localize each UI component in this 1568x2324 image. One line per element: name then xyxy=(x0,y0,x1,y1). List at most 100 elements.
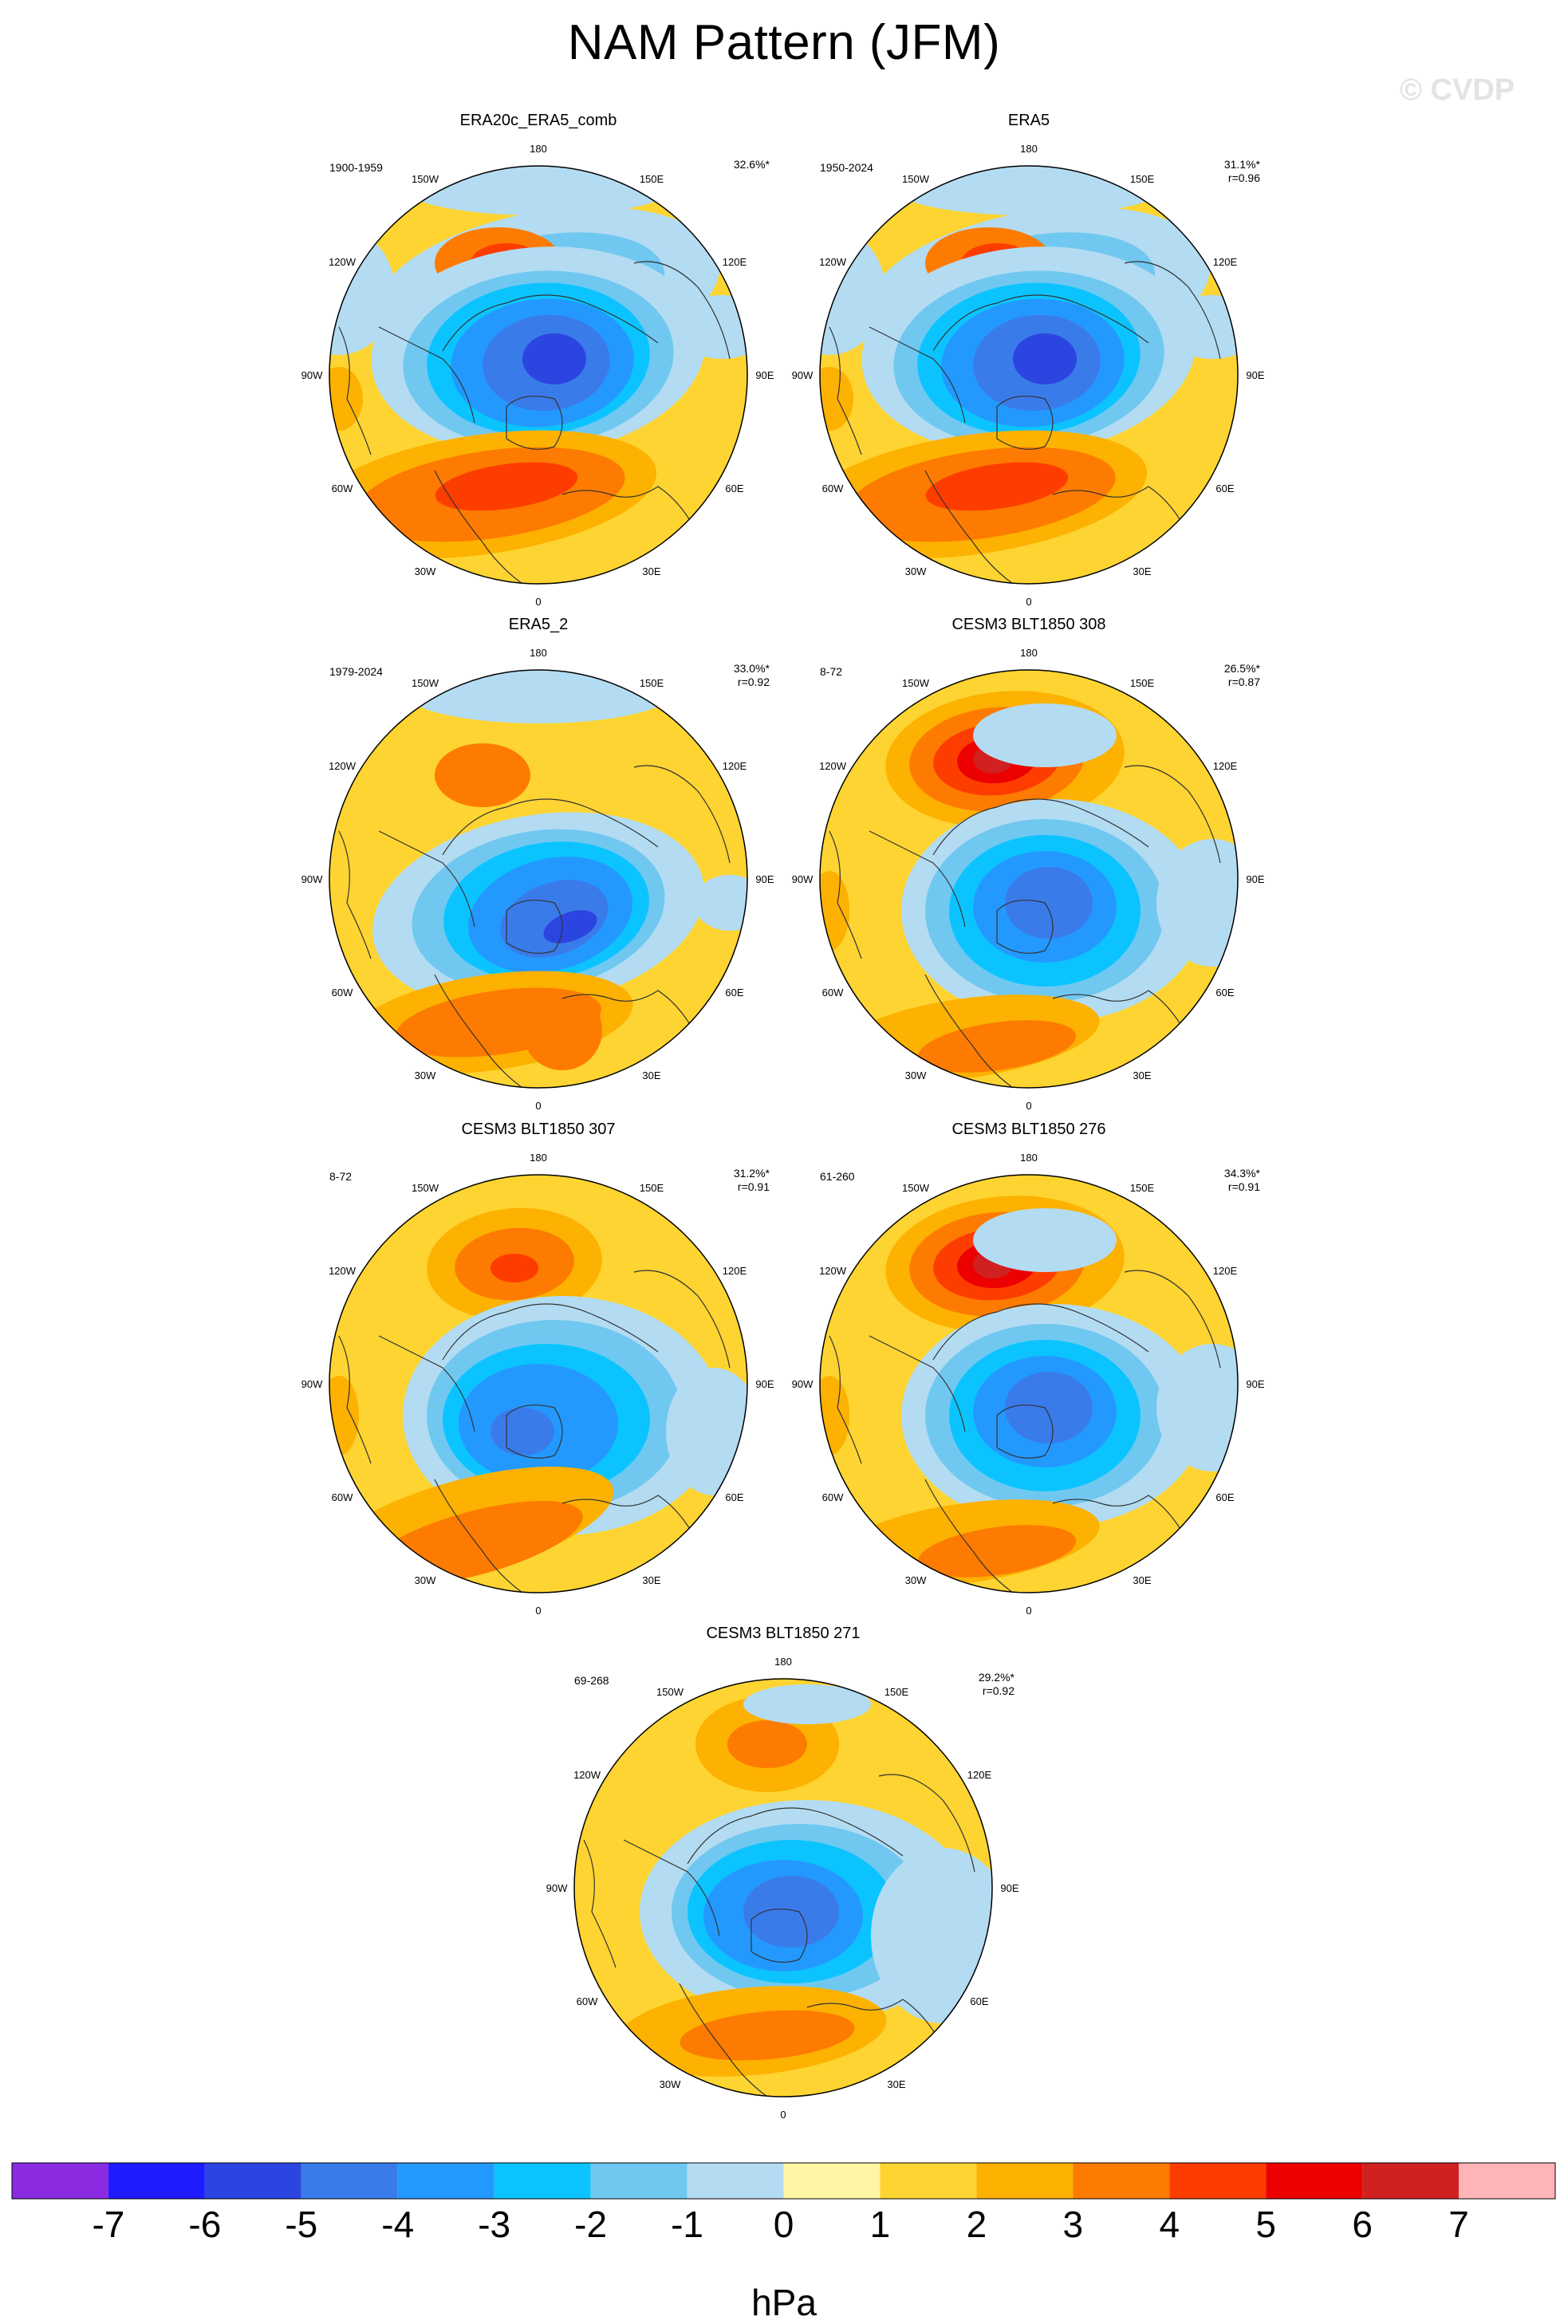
longitude-label: 150E xyxy=(884,1686,909,1698)
coastline xyxy=(1124,765,1221,864)
coastline xyxy=(434,470,523,584)
panel-variance-pct: 32.6%* xyxy=(733,158,770,171)
colorbar-tick-label: -3 xyxy=(478,2204,510,2245)
contour-region xyxy=(490,1254,538,1282)
longitude-label: 150E xyxy=(640,677,664,689)
longitude-label: 60E xyxy=(1215,483,1234,494)
longitude-label: 0 xyxy=(535,1605,541,1615)
coastline xyxy=(633,765,731,864)
longitude-label: 30E xyxy=(642,1069,660,1081)
longitude-label: 150W xyxy=(902,1182,930,1194)
colorbar-swatch xyxy=(397,2163,494,2199)
longitude-label: 150E xyxy=(640,173,664,185)
longitude-label: 60W xyxy=(332,1491,353,1503)
coastline xyxy=(338,1335,372,1464)
colorbar-tick-label: 0 xyxy=(774,2204,794,2245)
longitude-label: 60W xyxy=(822,1491,844,1503)
map-panel: ERA5 1950-2024 31.1%* r=0.96 180 150E 120E 90E 6… xyxy=(734,112,1468,606)
panel-variance-pct: 34.3%* xyxy=(1223,1167,1260,1180)
longitude-label: 150E xyxy=(1130,1182,1155,1194)
longitude-label: 30E xyxy=(1133,1574,1151,1586)
longitude-label: 60E xyxy=(725,483,743,494)
longitude-label: 30W xyxy=(905,1574,927,1586)
contour-region xyxy=(522,991,602,1070)
panel-years: 1900-1959 xyxy=(329,161,383,174)
page-title: NAM Pattern (JFM) xyxy=(567,15,1001,70)
longitude-label: 90E xyxy=(755,1378,774,1390)
colorbar-swatch xyxy=(494,2163,591,2199)
longitude-label: 120E xyxy=(967,1769,992,1781)
polar-map: 180 150E 120E 90E 60E 30E 0 30W 60W 90W 120W 150W xyxy=(792,1152,1265,1615)
contour-region xyxy=(1005,867,1093,939)
contour-region xyxy=(329,1376,359,1455)
colorbar-swatch xyxy=(108,2163,205,2199)
map-border xyxy=(819,165,1239,585)
colorbar-tick-label: 7 xyxy=(1448,2204,1469,2245)
coastline xyxy=(506,1404,563,1459)
coastline xyxy=(378,830,475,928)
contour-region xyxy=(1156,839,1238,967)
coastline xyxy=(1052,486,1189,535)
colorbar-tick-label: 5 xyxy=(1255,2204,1276,2245)
panel-years: 69-268 xyxy=(574,1674,609,1687)
panel-title: ERA5 xyxy=(1007,112,1050,129)
polar-map: 180 150E 120E 90E 60E 30E 0 30W 60W 90W 120W 150W xyxy=(301,647,774,1110)
longitude-label: 180 xyxy=(530,1152,547,1164)
longitude-label: 60W xyxy=(822,483,844,494)
longitude-label: 30W xyxy=(415,1069,436,1081)
coastline xyxy=(869,1335,966,1432)
longitude-label: 120W xyxy=(819,1265,847,1277)
longitude-label: 150E xyxy=(1130,173,1155,185)
coastline xyxy=(829,326,862,455)
coastline xyxy=(442,294,659,352)
contour-region xyxy=(403,670,674,723)
coastline xyxy=(442,1303,659,1361)
coastline xyxy=(687,1807,904,1865)
colorbar-swatch xyxy=(687,2163,784,2199)
coastline xyxy=(1052,1495,1189,1544)
longitude-label: 120W xyxy=(573,1769,601,1781)
coastline xyxy=(633,261,731,360)
map-border xyxy=(329,669,748,1089)
longitude-label: 30W xyxy=(415,1574,436,1586)
coastline xyxy=(806,1999,944,2048)
longitude-label: 60W xyxy=(822,987,844,999)
longitude-label: 30E xyxy=(1133,565,1151,577)
longitude-label: 90W xyxy=(792,369,814,381)
watermark: © CVDP xyxy=(1400,73,1515,107)
longitude-label: 90E xyxy=(755,369,774,381)
longitude-label: 60E xyxy=(1215,1491,1234,1503)
contour-region xyxy=(490,1408,554,1455)
longitude-label: 90W xyxy=(546,1882,568,1894)
map-border xyxy=(329,1174,748,1593)
map-border xyxy=(573,1678,993,2098)
longitude-label: 180 xyxy=(530,143,547,155)
panel-variance-pct: 31.2%* xyxy=(733,1167,770,1180)
longitude-label: 0 xyxy=(1026,1605,1031,1615)
coastline xyxy=(378,1335,475,1432)
coastline xyxy=(633,1270,731,1369)
map-border xyxy=(329,165,748,585)
map-panel: ERA5_2 1979-2024 33.0%* r=0.92 180 150E 120E 90… xyxy=(243,616,977,1110)
map-panel: CESM3 BLT1850 307 8-72 31.2%* r=0.91 180 150E… xyxy=(243,1121,977,1615)
coastline xyxy=(878,1774,975,1873)
longitude-label: 120E xyxy=(1213,256,1238,268)
colorbar-border xyxy=(11,2162,1556,2200)
panel-pattern-corr: r=0.91 xyxy=(737,1180,770,1193)
contour-region xyxy=(925,462,1069,511)
panel-title: ERA5_2 xyxy=(508,616,569,633)
colorbar-swatch xyxy=(590,2163,687,2199)
panel-pattern-corr: r=0.92 xyxy=(737,676,770,688)
coastline xyxy=(932,1303,1149,1361)
polar-map: 180 150E 120E 90E 60E 30E 0 30W 60W 90W 120W 150W xyxy=(301,1152,774,1615)
coastline xyxy=(434,974,523,1088)
coastline xyxy=(442,798,659,856)
longitude-label: 150E xyxy=(640,1182,664,1194)
colorbar-tick-label: 6 xyxy=(1352,2204,1373,2245)
longitude-label: 90E xyxy=(1246,369,1264,381)
colorbar-tick-label: -4 xyxy=(381,2204,414,2245)
coastline xyxy=(869,830,966,928)
longitude-label: 0 xyxy=(535,1100,541,1110)
colorbar-swatch xyxy=(1362,2163,1460,2199)
longitude-label: 30E xyxy=(642,1574,660,1586)
